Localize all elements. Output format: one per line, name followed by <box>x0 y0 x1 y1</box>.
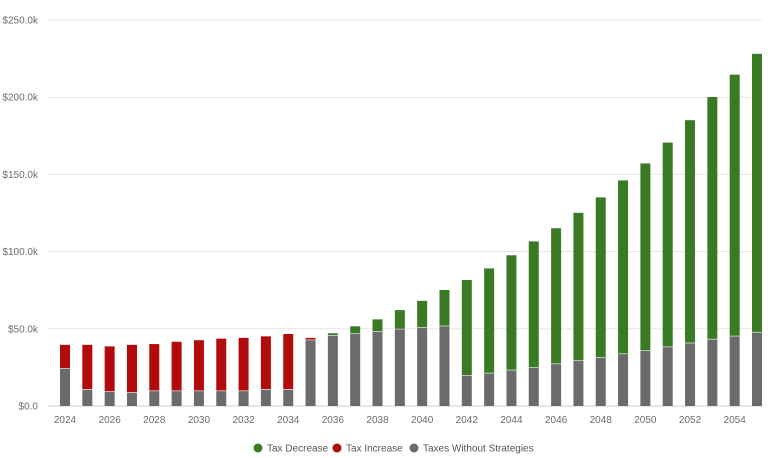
bar-taxes-without-strategies-2054[interactable] <box>729 336 740 406</box>
bar-taxes-without-strategies-2041[interactable] <box>439 326 450 406</box>
bar-taxes-without-strategies-2040[interactable] <box>417 327 428 406</box>
bar-tax-decrease-2042[interactable] <box>461 279 472 376</box>
bar-taxes-without-strategies-2052[interactable] <box>685 343 696 406</box>
bar-taxes-without-strategies-2055[interactable] <box>752 332 762 406</box>
x-tick-label: 2054 <box>724 415 747 426</box>
x-tick-label: 2028 <box>143 415 166 426</box>
bar-tax-decrease-2052[interactable] <box>685 120 696 343</box>
bar-tax-decrease-2050[interactable] <box>640 163 651 351</box>
bar-taxes-without-strategies-2045[interactable] <box>528 368 539 406</box>
bar-tax-increase-2028[interactable] <box>149 344 160 391</box>
bar-taxes-without-strategies-2024[interactable] <box>60 368 70 406</box>
y-axis-ticks: $0.0 $50.0k $100.0k $150.0k $200.0k $250.0k <box>2 16 39 413</box>
x-tick-label: 2048 <box>590 415 613 426</box>
x-axis-ticks: 2024 2026 2028 2030 2032 2034 2036 2038 2040 2042… <box>54 415 746 426</box>
bar-tax-increase-2031[interactable] <box>216 338 227 391</box>
x-tick-label: 2030 <box>188 415 211 426</box>
bars <box>60 53 762 406</box>
bar-taxes-without-strategies-2051[interactable] <box>662 347 673 406</box>
bar-tax-increase-2030[interactable] <box>193 340 204 391</box>
bar-taxes-without-strategies-2027[interactable] <box>126 392 137 406</box>
bar-taxes-without-strategies-2030[interactable] <box>193 391 204 406</box>
x-tick-label: 2024 <box>54 415 77 426</box>
bar-tax-increase-2024[interactable] <box>60 344 70 369</box>
bar-tax-decrease-2049[interactable] <box>618 180 629 354</box>
bar-taxes-without-strategies-2046[interactable] <box>551 364 562 406</box>
x-tick-label: 2040 <box>411 415 434 426</box>
bar-tax-decrease-2046[interactable] <box>551 228 562 364</box>
x-tick-label: 2046 <box>545 415 568 426</box>
bar-tax-decrease-2051[interactable] <box>662 142 673 347</box>
bar-tax-decrease-2054[interactable] <box>729 74 740 336</box>
x-tick-label: 2032 <box>232 415 255 426</box>
bar-tax-decrease-2043[interactable] <box>484 268 495 373</box>
bar-tax-increase-2035[interactable] <box>305 337 316 340</box>
bar-tax-increase-2025[interactable] <box>82 344 93 390</box>
bar-tax-decrease-2036[interactable] <box>327 333 338 335</box>
bar-taxes-without-strategies-2048[interactable] <box>595 357 606 406</box>
bar-tax-increase-2027[interactable] <box>126 344 137 393</box>
bar-tax-increase-2033[interactable] <box>260 336 271 390</box>
bar-taxes-without-strategies-2034[interactable] <box>283 389 294 406</box>
x-tick-label: 2044 <box>500 415 523 426</box>
bar-taxes-without-strategies-2047[interactable] <box>573 361 584 406</box>
bar-taxes-without-strategies-2044[interactable] <box>506 370 517 406</box>
x-tick-label: 2038 <box>366 415 389 426</box>
y-tick-label: $250.0k <box>2 16 39 27</box>
bar-tax-increase-2034[interactable] <box>283 334 294 390</box>
bar-taxes-without-strategies-2032[interactable] <box>238 391 249 406</box>
bar-taxes-without-strategies-2025[interactable] <box>82 389 93 406</box>
bar-taxes-without-strategies-2038[interactable] <box>372 331 383 406</box>
legend-label[interactable]: Tax Decrease <box>267 444 329 455</box>
bar-tax-decrease-2044[interactable] <box>506 255 517 370</box>
bar-taxes-without-strategies-2028[interactable] <box>149 391 160 406</box>
bar-tax-increase-2029[interactable] <box>171 341 182 391</box>
bar-tax-decrease-2037[interactable] <box>350 326 361 334</box>
bar-taxes-without-strategies-2029[interactable] <box>171 391 182 406</box>
bar-taxes-without-strategies-2031[interactable] <box>216 391 227 406</box>
x-tick-label: 2042 <box>456 415 479 426</box>
bar-tax-decrease-2053[interactable] <box>707 97 718 339</box>
y-tick-label: $100.0k <box>2 247 39 258</box>
legend-label[interactable]: Taxes Without Strategies <box>423 444 534 455</box>
x-tick-label: 2052 <box>679 415 702 426</box>
bar-taxes-without-strategies-2036[interactable] <box>327 335 338 406</box>
bar-tax-decrease-2048[interactable] <box>595 197 606 358</box>
bar-tax-decrease-2039[interactable] <box>394 310 405 329</box>
x-tick-label: 2050 <box>634 415 657 426</box>
x-tick-label: 2036 <box>322 415 345 426</box>
legend-marker <box>409 443 419 453</box>
bar-taxes-without-strategies-2043[interactable] <box>484 373 495 406</box>
bar-taxes-without-strategies-2042[interactable] <box>461 375 472 406</box>
bar-taxes-without-strategies-2037[interactable] <box>350 334 361 406</box>
y-tick-label: $0.0 <box>19 402 39 413</box>
bar-tax-increase-2032[interactable] <box>238 337 249 391</box>
bar-tax-increase-2026[interactable] <box>104 346 115 392</box>
bar-taxes-without-strategies-2053[interactable] <box>707 339 718 406</box>
y-tick-label: $50.0k <box>8 324 39 335</box>
y-tick-label: $150.0k <box>2 170 39 181</box>
bar-taxes-without-strategies-2035[interactable] <box>305 340 316 406</box>
legend-marker <box>253 443 263 453</box>
y-tick-label: $200.0k <box>2 93 39 104</box>
x-tick-label: 2026 <box>99 415 122 426</box>
bar-tax-decrease-2040[interactable] <box>417 300 428 328</box>
bar-taxes-without-strategies-2026[interactable] <box>104 391 115 406</box>
bar-tax-decrease-2055[interactable] <box>752 53 762 332</box>
x-tick-label: 2034 <box>277 415 300 426</box>
bar-taxes-without-strategies-2049[interactable] <box>618 354 629 406</box>
bar-taxes-without-strategies-2033[interactable] <box>260 389 271 406</box>
legend-marker <box>332 443 342 453</box>
legend-label[interactable]: Tax Increase <box>346 444 403 455</box>
legend: Tax Decrease Tax Increase Taxes Without St… <box>253 443 534 455</box>
bar-taxes-without-strategies-2050[interactable] <box>640 351 651 406</box>
bar-tax-decrease-2045[interactable] <box>528 241 539 368</box>
bar-taxes-without-strategies-2039[interactable] <box>394 329 405 406</box>
bar-tax-decrease-2047[interactable] <box>573 212 584 361</box>
bar-tax-decrease-2038[interactable] <box>372 319 383 332</box>
bar-tax-decrease-2041[interactable] <box>439 290 450 326</box>
